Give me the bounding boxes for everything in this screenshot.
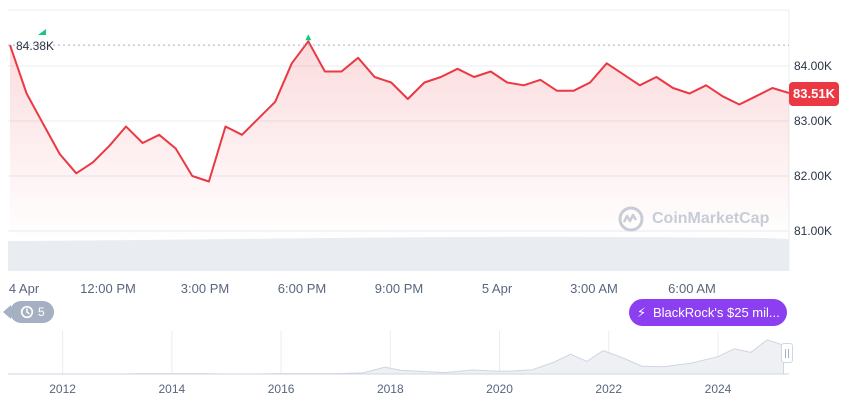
y-tick-label: 82.00K	[794, 169, 832, 183]
navigator-year-label: 2022	[595, 382, 622, 396]
navigator-year-label: 2020	[486, 382, 513, 396]
volume-area	[8, 236, 789, 271]
navigator-year-label: 2016	[268, 382, 295, 396]
x-tick-label: 5 Apr	[482, 281, 513, 296]
lightning-bolt-icon: ⚡	[637, 305, 647, 320]
y-axis: 84.00K 83.00K 82.00K 81.00K	[794, 59, 832, 238]
news-event-text: BlackRock's $25 mil...	[653, 305, 780, 320]
price-area-fill	[10, 41, 789, 240]
high-marker-triangle-icon	[38, 29, 46, 35]
high-price-label: 84.38K	[16, 39, 54, 53]
y-tick-label: 84.00K	[794, 59, 832, 73]
navigator-drag-handle[interactable]	[781, 343, 793, 363]
history-button[interactable]: 5	[3, 301, 54, 323]
x-tick-label: 9:00 PM	[375, 281, 423, 296]
navigator-year-label: 2018	[377, 382, 404, 396]
watermark-text: CoinMarketCap	[652, 210, 770, 227]
news-event-pill[interactable]: ⚡ BlackRock's $25 mil...	[629, 299, 787, 326]
navigator-x-axis: 2012 2014 2016 2018 2020 2022 2024	[49, 382, 731, 396]
y-tick-label: 81.00K	[794, 224, 832, 238]
peak-marker-icon	[305, 34, 312, 41]
history-clock-icon	[20, 305, 34, 319]
x-tick-label: 3:00 AM	[570, 281, 618, 296]
coinmarketcap-logo-icon	[618, 206, 644, 232]
navigator-year-label: 2014	[158, 382, 185, 396]
x-tick-label: 12:00 PM	[80, 281, 136, 296]
x-tick-label: 6:00 PM	[278, 281, 326, 296]
navigator-year-label: 2024	[705, 382, 732, 396]
price-line	[9, 40, 790, 183]
x-tick-label: 6:00 AM	[668, 281, 716, 296]
x-tick-label: 4 Apr	[9, 281, 40, 296]
volume-band	[8, 236, 789, 271]
y-tick-label: 83.00K	[794, 114, 832, 128]
history-count: 5	[38, 305, 45, 319]
x-axis: 4 Apr 12:00 PM 3:00 PM 6:00 PM 9:00 PM 5 Apr 3…	[9, 281, 716, 296]
price-series: 84.38K	[8, 29, 790, 240]
current-price-badge: 83.51K	[789, 82, 839, 106]
coinmarketcap-watermark: CoinMarketCap	[617, 204, 787, 234]
x-tick-label: 3:00 PM	[181, 281, 229, 296]
navigator-year-label: 2012	[49, 382, 76, 396]
navigator[interactable]	[8, 331, 789, 375]
